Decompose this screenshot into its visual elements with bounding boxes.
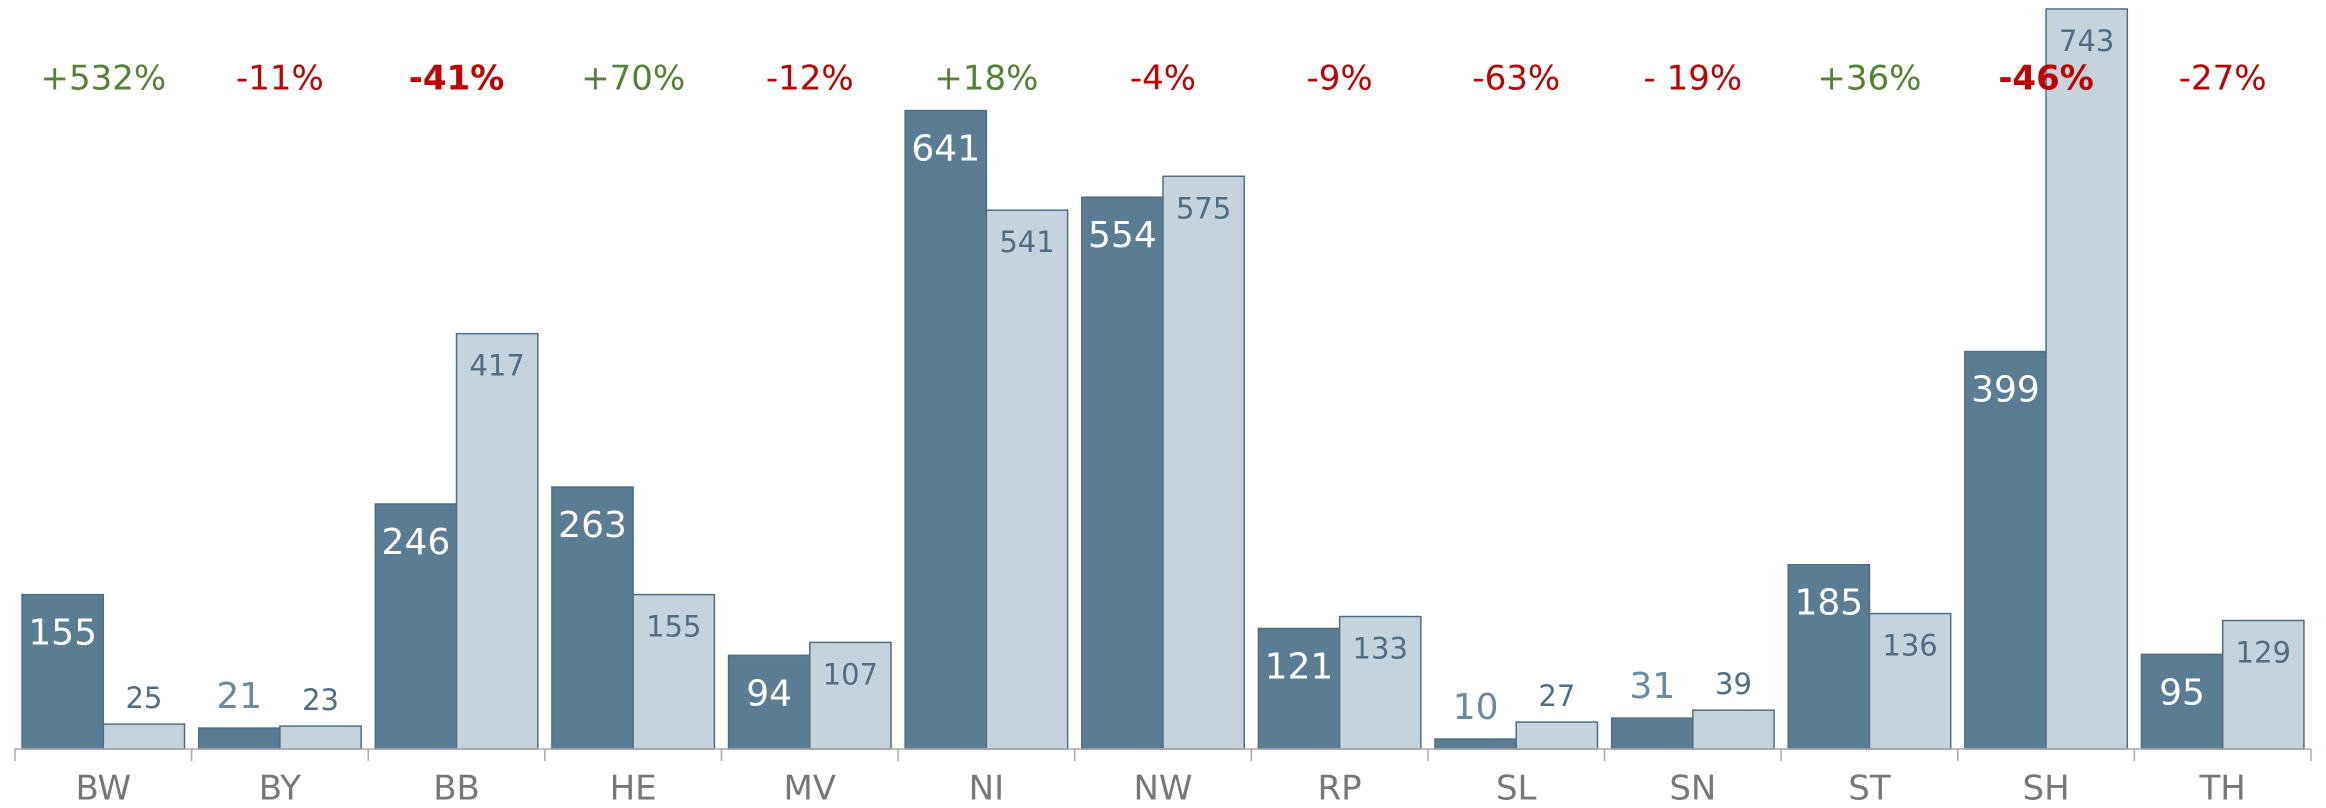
value-label: 417 [469, 349, 524, 383]
change-label: +18% [934, 59, 1038, 99]
x-tick-label: BB [433, 769, 480, 808]
value-label: 10 [1453, 687, 1499, 728]
value-label: 95 [2159, 672, 2205, 713]
bar [455, 332, 539, 750]
bar [1081, 196, 1164, 750]
value-label: 94 [746, 673, 792, 714]
x-tick-label: NW [1133, 769, 1192, 808]
bar [551, 486, 634, 750]
bar [1868, 612, 1952, 750]
bar [279, 725, 362, 750]
value-label: 39 [1715, 667, 1752, 701]
x-tick-label: ST [1848, 769, 1891, 808]
value-label: 107 [823, 657, 878, 691]
value-label: 641 [911, 129, 980, 170]
value-label: 25 [125, 681, 162, 715]
bar [374, 503, 458, 750]
change-label: +532% [40, 59, 166, 99]
value-label: 31 [1629, 666, 1675, 707]
bar [2045, 8, 2129, 750]
change-label: -4% [1130, 59, 1196, 99]
change-label: +36% [1817, 59, 1921, 99]
value-label: 246 [382, 522, 451, 563]
change-label: -46% [1998, 59, 2094, 99]
bar [1964, 350, 2047, 750]
value-label: 133 [1353, 632, 1408, 666]
bar [1610, 717, 1694, 750]
bar [904, 109, 988, 750]
change-label: - 19% [1644, 59, 1743, 99]
change-label: -27% [2179, 59, 2267, 99]
bar [1338, 615, 1422, 750]
bar [197, 727, 281, 750]
value-label: 743 [2059, 24, 2114, 58]
value-label: 23 [302, 683, 339, 717]
value-label: 121 [1265, 646, 1334, 687]
bar [727, 654, 811, 750]
bar [1787, 563, 1871, 750]
value-label: 263 [558, 505, 627, 546]
change-label: -12% [766, 59, 854, 99]
value-label: 541 [999, 225, 1054, 259]
bar [1162, 175, 1245, 750]
x-tick-label: BY [259, 769, 301, 808]
bar [2221, 619, 2305, 750]
bar [985, 209, 1069, 750]
value-label: 554 [1088, 215, 1157, 256]
value-label: 399 [1971, 370, 2040, 411]
change-label: -9% [1307, 59, 1373, 99]
bar [809, 641, 892, 750]
value-label: 155 [646, 610, 701, 644]
value-label: 575 [1176, 191, 1231, 225]
bar [1692, 709, 1775, 750]
x-tick-label: RP [1318, 769, 1362, 808]
value-label: 27 [1538, 679, 1575, 713]
x-tick-label: SN [1669, 769, 1716, 808]
bar [102, 723, 186, 750]
change-label: -41% [409, 59, 505, 99]
value-label: 129 [2236, 636, 2291, 670]
value-label: 21 [216, 676, 262, 717]
x-tick-label: MV [783, 769, 836, 808]
value-label: 155 [28, 613, 97, 654]
x-tick-label: SL [1496, 769, 1537, 808]
bar [1434, 738, 1517, 750]
bar [2140, 653, 2224, 750]
x-tick-label: TH [2199, 769, 2246, 808]
x-tick-label: SH [2022, 769, 2069, 808]
change-label: -11% [236, 59, 324, 99]
bar [21, 593, 105, 750]
value-label: 185 [1794, 583, 1863, 624]
value-label: 136 [1882, 629, 1937, 663]
x-tick-label: NI [969, 769, 1004, 808]
change-label: -63% [1472, 59, 1560, 99]
x-tick-label: BW [75, 769, 131, 808]
change-label: +70% [581, 59, 685, 99]
bar [1515, 721, 1599, 750]
x-tick-label: HE [610, 769, 657, 808]
